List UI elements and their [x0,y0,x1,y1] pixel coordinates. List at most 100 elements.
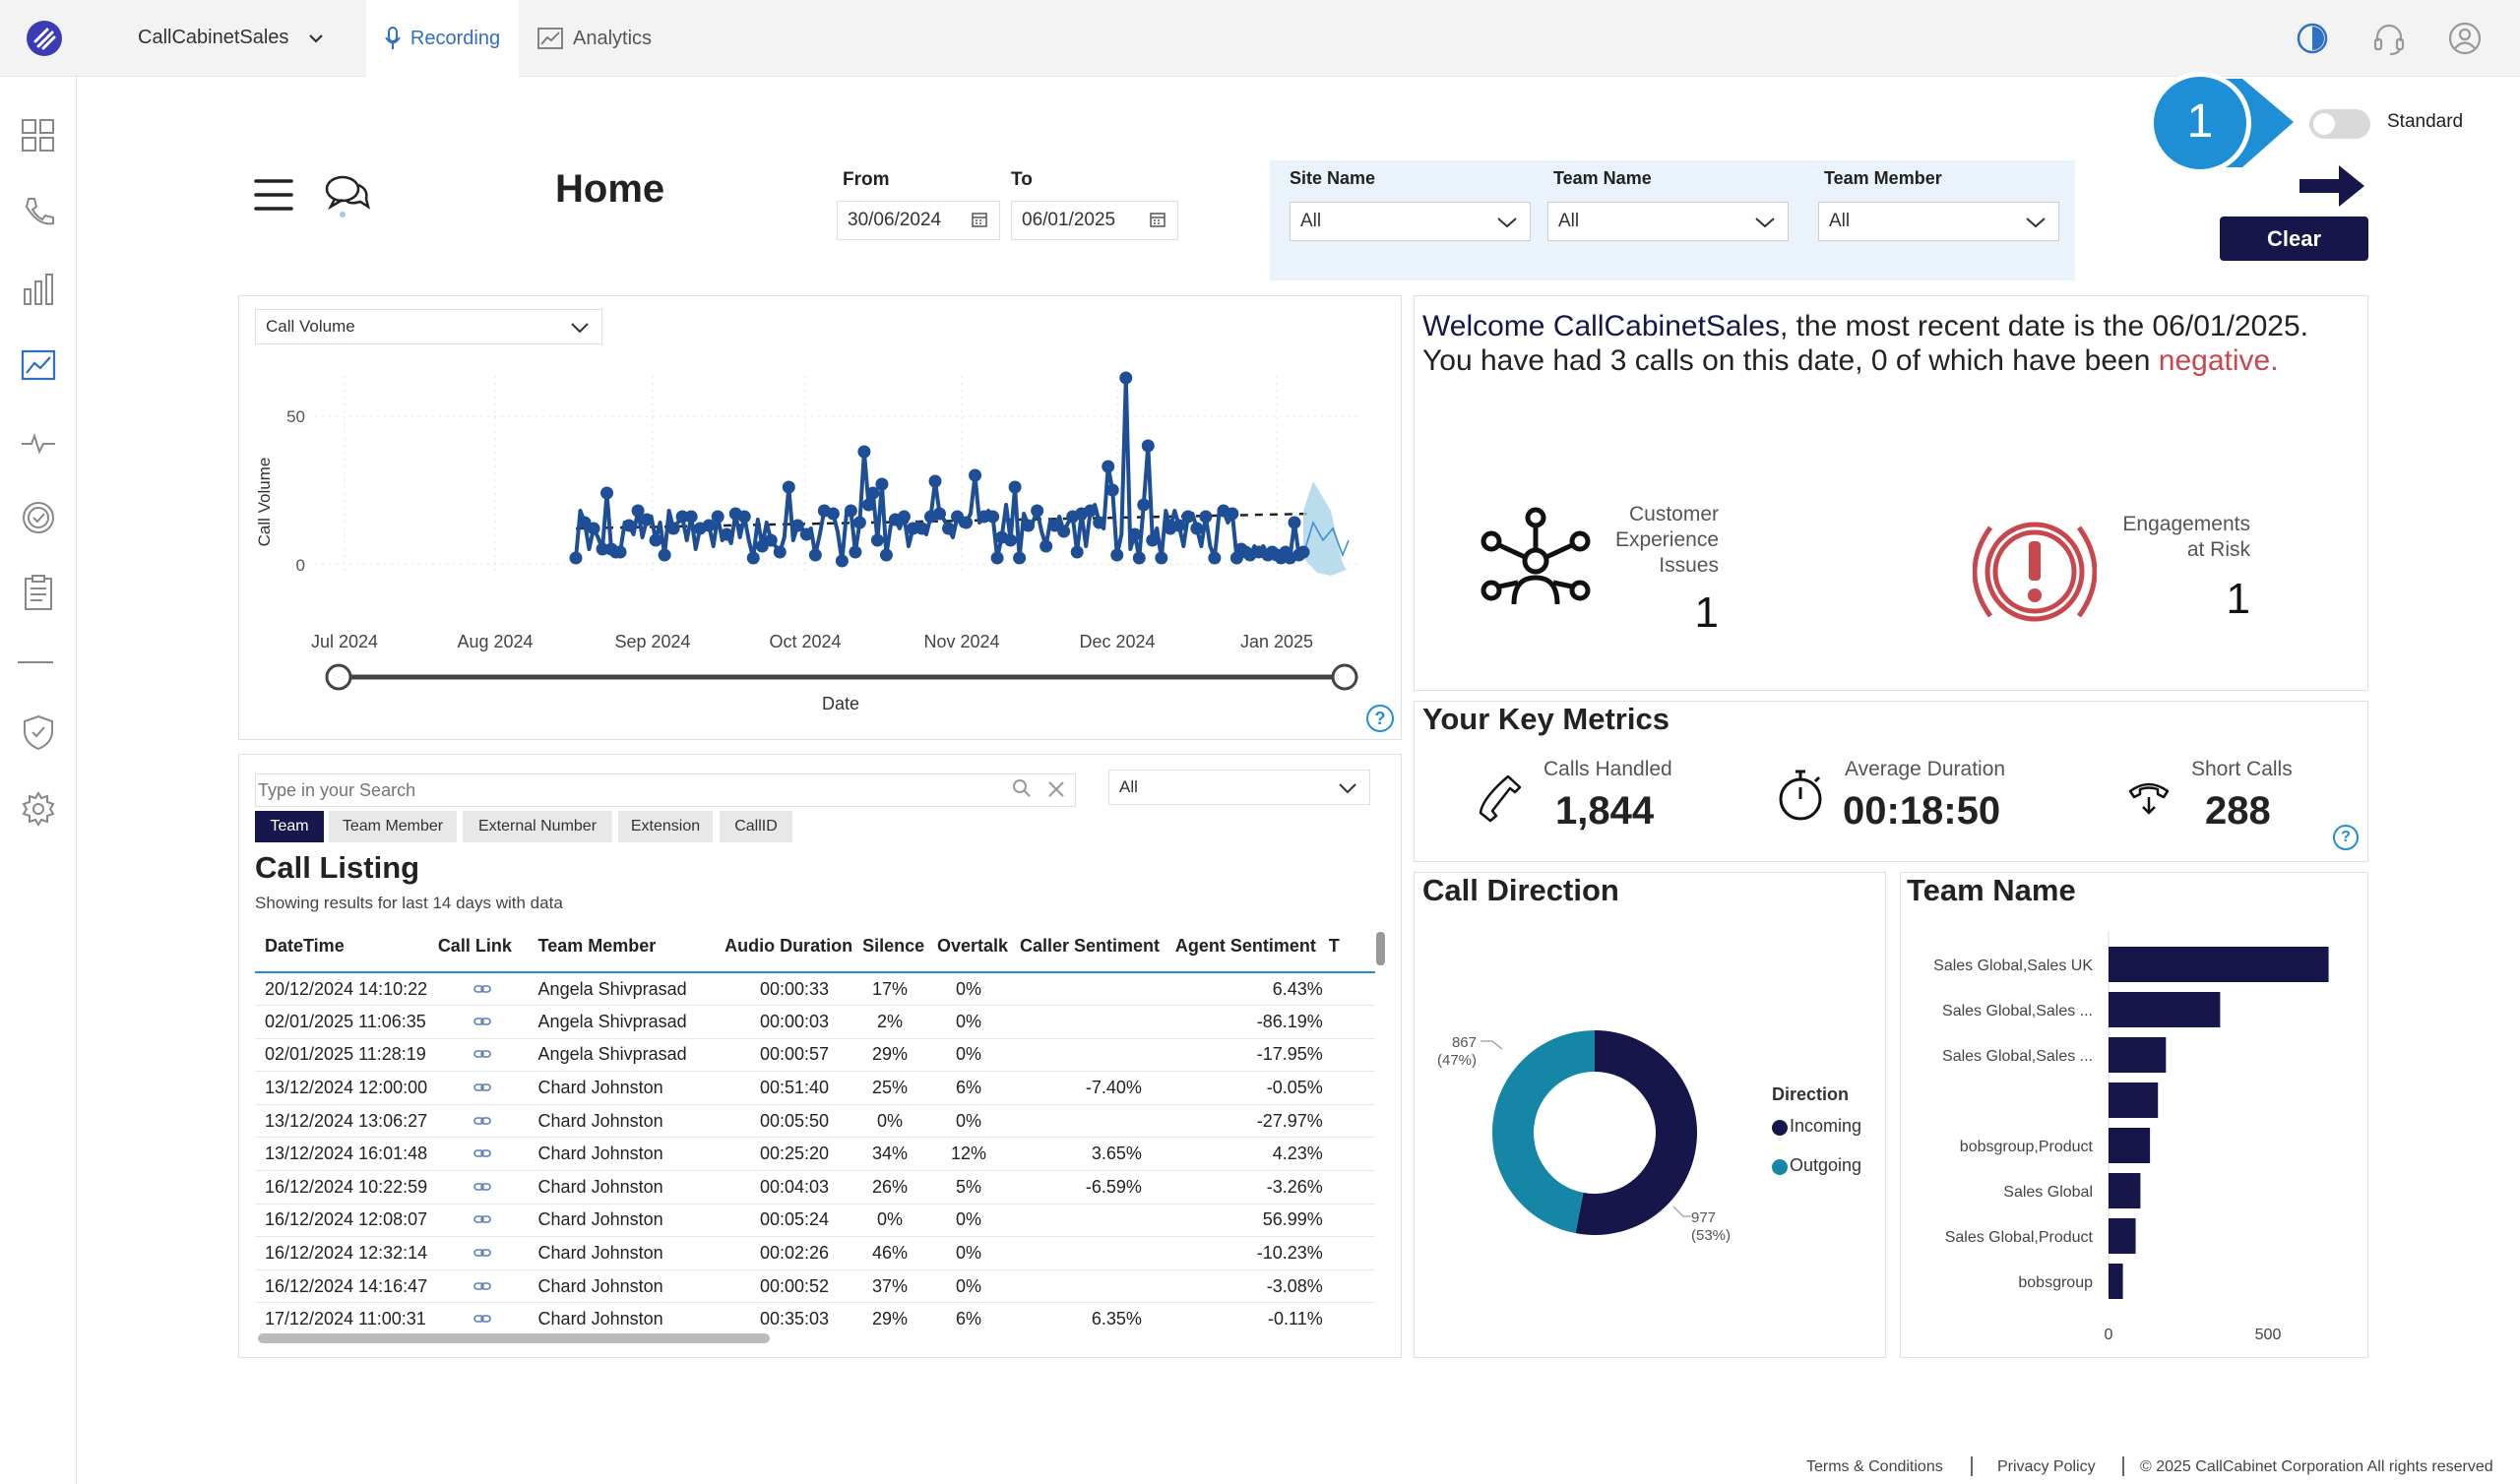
bar-chart-icon[interactable] [19,270,58,309]
cell-silence: 29% [852,1038,927,1073]
chat-bubbles-icon[interactable] [323,171,372,218]
pill-team[interactable]: Team [255,811,324,842]
cell-team-member: Chard Johnston [526,1204,714,1238]
pulse-icon[interactable] [19,423,58,463]
help-icon[interactable]: ? [1366,705,1394,732]
link-icon[interactable] [472,1048,491,1060]
search-input[interactable] [258,776,986,804]
clipboard-icon[interactable] [19,573,58,612]
data-point [808,548,822,562]
table-row[interactable]: 20/12/2024 14:10:22 Angela Shivprasad 00:0… [255,972,1375,1007]
link-icon[interactable] [472,1016,491,1027]
to-date-input[interactable]: 06/01/2025 [1011,201,1178,240]
workspace-selector[interactable]: CallCabinetSales [138,27,324,49]
table-row[interactable]: 13/12/2024 12:00:00 Chard Johnston 00:51:4… [255,1071,1375,1105]
phone-icon[interactable] [19,193,58,232]
link-icon[interactable] [472,1213,491,1225]
dashboard-icon[interactable] [19,116,58,155]
search-icon[interactable] [1011,777,1033,799]
site-name-dropdown[interactable]: All [1290,202,1531,241]
metric-selector-dropdown[interactable]: Call Volume [255,309,602,344]
team-name-value: All [1558,211,1580,231]
privacy-link[interactable]: Privacy Policy [1997,1458,2096,1475]
terms-link[interactable]: Terms & Conditions [1806,1458,1943,1475]
link-icon[interactable] [472,1280,491,1292]
pill-extension[interactable]: Extension [618,811,713,842]
cell-caller-sentiment: -6.59% [1009,1170,1162,1205]
cell-datetime: 16/12/2024 12:08:07 [255,1204,438,1238]
search-box[interactable] [255,773,1076,807]
link-icon[interactable] [472,1147,491,1159]
cell-agent-sentiment: 4.23% [1161,1137,1325,1172]
column-header[interactable]: T [1328,936,1340,956]
trend-chart-icon[interactable] [19,346,58,386]
table-row[interactable]: 13/12/2024 13:06:27 Chard Johnston 00:05:5… [255,1104,1375,1139]
cell-caller-sentiment: 6.35% [1009,1302,1162,1334]
table-row[interactable]: 16/12/2024 12:32:14 Chard Johnston 00:02:2… [255,1236,1375,1270]
link-icon[interactable] [472,1181,491,1193]
contrast-toggle-icon[interactable] [2294,20,2331,57]
link-icon[interactable] [472,1313,491,1325]
table-row[interactable]: 13/12/2024 16:01:48 Chard Johnston 00:25:2… [255,1137,1375,1172]
welcome-line-1: Welcome CallCabinetSales, the most recen… [1422,309,2308,343]
gear-icon[interactable] [19,789,58,829]
table-row[interactable]: 17/12/2024 11:00:31 Chard Johnston 00:35:0… [255,1302,1375,1334]
cell-silence: 0% [852,1104,927,1139]
pill-team-member[interactable]: Team Member [329,811,457,842]
column-header[interactable]: DateTime [265,936,345,956]
table-row[interactable]: 16/12/2024 14:16:47 Chard Johnston 00:00:5… [255,1269,1375,1304]
table-vertical-scrollbar[interactable] [1376,932,1385,965]
table-row[interactable]: 02/01/2025 11:28:19 Angela Shivprasad 00:0… [255,1038,1375,1073]
cell-silence: 26% [852,1170,927,1205]
data-point [666,522,680,535]
data-point [1226,507,1239,521]
clear-button[interactable]: Clear [2220,216,2368,261]
pill-callid[interactable]: CallID [720,811,792,842]
negative-word: negative. [2158,344,2279,377]
column-header[interactable]: Audio Duration [724,936,853,956]
close-icon[interactable] [1046,779,1066,799]
step-number: 1 [2186,95,2214,148]
column-header[interactable]: Team Member [537,936,657,956]
team-name-dropdown[interactable]: All [1547,202,1789,241]
link-icon[interactable] [472,983,491,995]
bar [2109,1082,2159,1118]
app-logo-icon[interactable] [26,20,63,57]
cell-agent-sentiment: -27.97% [1161,1104,1325,1139]
from-date-input[interactable]: 30/06/2024 [837,201,1000,240]
data-point [969,468,982,482]
tab-analytics[interactable]: Analytics [537,0,652,77]
data-point [799,527,813,541]
headset-icon[interactable] [2370,20,2408,57]
link-icon[interactable] [472,1115,491,1127]
shield-check-icon[interactable] [19,712,58,752]
warning-exclamation-icon [1973,522,2097,622]
help-icon[interactable]: ? [2333,825,2359,850]
link-icon[interactable] [472,1247,491,1259]
link-icon[interactable] [472,1082,491,1093]
table-row[interactable]: 16/12/2024 10:22:59 Chard Johnston 00:04:0… [255,1170,1375,1205]
listing-filter-dropdown[interactable]: All [1108,770,1370,805]
column-header[interactable]: Overtalk [937,936,1009,956]
team-member-dropdown[interactable]: All [1818,202,2059,241]
chevron-down-icon [1339,783,1356,794]
column-header[interactable]: Agent Sentiment [1174,936,1316,956]
table-row[interactable]: 16/12/2024 12:08:07 Chard Johnston 00:05:2… [255,1204,1375,1238]
pill-external-number[interactable]: External Number [463,811,612,842]
data-point [1084,504,1098,518]
column-header[interactable]: Call Link [437,936,512,956]
column-header[interactable]: Caller Sentiment [1019,936,1160,956]
check-circle-icon[interactable] [19,498,58,537]
hamburger-menu-icon[interactable] [254,177,293,213]
date-range-end-handle[interactable] [1331,663,1358,691]
data-point [613,545,627,559]
standard-toggle[interactable] [2309,109,2370,139]
data-point [1190,522,1204,535]
date-range-start-handle[interactable] [325,663,352,691]
tab-recording[interactable]: Recording [366,0,519,77]
column-header[interactable]: Silence [862,936,925,956]
user-account-icon[interactable] [2446,20,2484,57]
calendar-icon [972,213,987,227]
table-horizontal-scrollbar[interactable] [258,1333,770,1343]
table-row[interactable]: 02/01/2025 11:06:35 Angela Shivprasad 00:0… [255,1005,1375,1039]
